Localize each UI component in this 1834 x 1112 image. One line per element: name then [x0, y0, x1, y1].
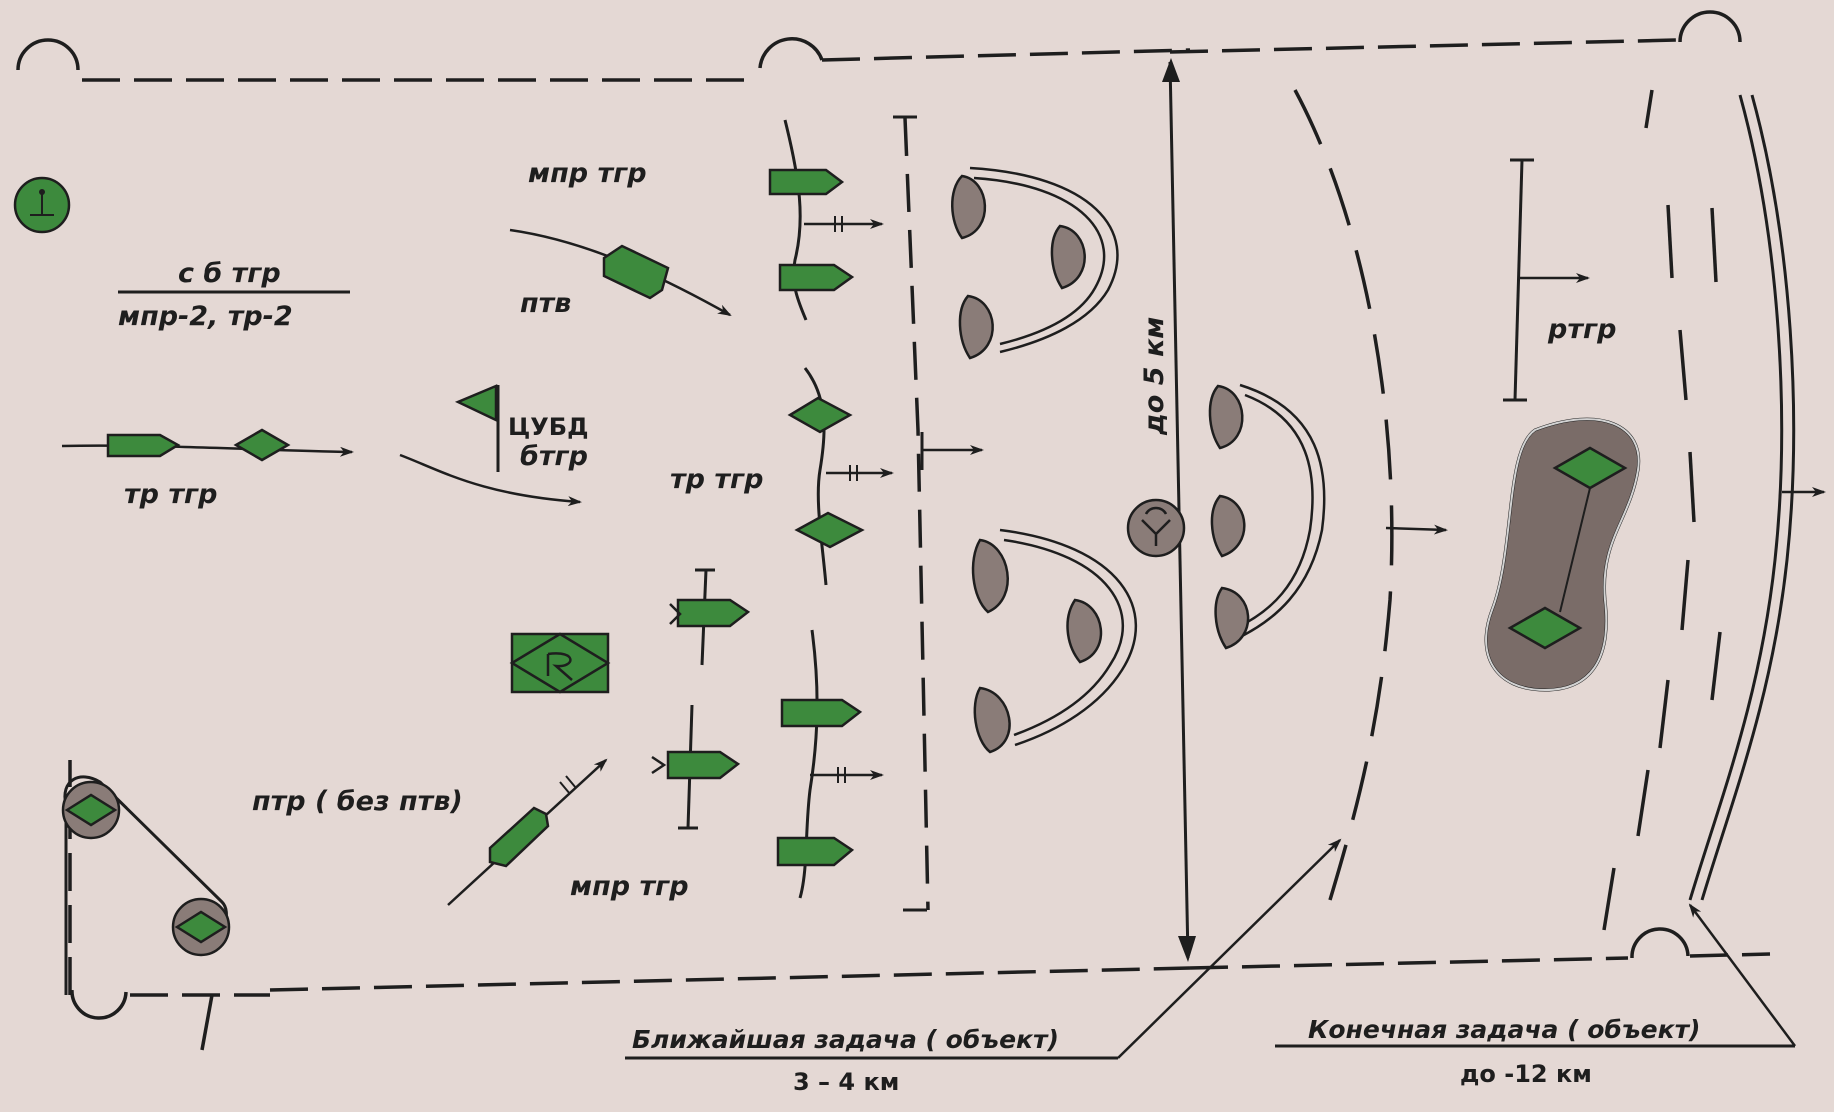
target-diamond-icon-2 [1507, 606, 1583, 650]
label-ptv: птв [520, 288, 571, 319]
enemy-command-post-icon [1126, 498, 1186, 558]
label-near-task-distance: 3 – 4 км [793, 1068, 899, 1096]
mech-unit-icon-5 [780, 698, 863, 728]
enemy-position-icon [1214, 586, 1250, 650]
label-ptr-bez-ptv: птр ( без птв) [252, 786, 463, 817]
label-tsubd: ЦУБД [508, 413, 588, 441]
reserve-box-icon [509, 632, 611, 694]
final-objective-area [1484, 417, 1641, 692]
label-final-task-distance: до -12 км [1460, 1060, 1592, 1088]
atgm-unit-icon [602, 244, 670, 300]
tank-unit-icon [106, 433, 181, 458]
rtgr-symbol [1503, 158, 1590, 402]
enemy-position-icon [1210, 494, 1246, 558]
line-of-attack [893, 115, 984, 912]
forward-detachment-arrow [399, 384, 582, 507]
command-post-icon [13, 176, 71, 234]
label-mpr2-tr2: мпр-2, тр-2 [118, 301, 293, 332]
reserve-small-units [651, 568, 751, 830]
label-mpr-tgr-top: мпр тгр [528, 158, 647, 189]
ptr-column [447, 758, 608, 906]
near-objective-line [1293, 89, 1448, 901]
label-rtgr: ртгр [1547, 314, 1616, 345]
enemy-position-icon [951, 174, 987, 240]
label-near-task: Ближайшая задача ( объект) [632, 1025, 1059, 1054]
label-tr-tgr-left: тр тгр [124, 479, 217, 510]
regrouping-unit-1 [61, 780, 121, 840]
tank-diamond-icon-1 [787, 396, 853, 434]
mech-unit-icon-3 [676, 598, 751, 628]
enemy-position-icon [958, 294, 994, 360]
enemy-first-echelon-lower [971, 528, 1138, 754]
right-sector-boundary [1169, 10, 1771, 970]
tr-tgr-column [61, 428, 354, 462]
enemy-position-icon [973, 686, 1011, 754]
flag-icon [454, 384, 498, 422]
label-tr-tgr-mid: тр тгр [670, 464, 763, 495]
tank-unit-diamond-icon [233, 428, 291, 462]
mech-unit-icon-2 [778, 263, 855, 292]
tr-tgr-middle-cluster [787, 367, 894, 586]
ptv-column [509, 228, 732, 317]
mech-unit-icon [768, 168, 845, 196]
enemy-second-echelon [1208, 383, 1326, 650]
label-final-task: Конечная задача ( объект) [1308, 1015, 1700, 1044]
target-diamond-icon-1 [1552, 446, 1628, 490]
enemy-position-icon [1066, 598, 1103, 664]
atgm-unit-icon-2 [488, 806, 550, 868]
enemy-position-icon [1208, 384, 1244, 450]
label-mpr-tgr-bottom: мпр тгр [570, 871, 689, 902]
mech-unit-icon-4 [666, 750, 741, 780]
final-objective-defense-lines [1602, 89, 1826, 931]
label-do-5-km: до 5 км [1139, 317, 1170, 436]
enemy-first-echelon-upper [951, 166, 1119, 360]
left-sector-boundary [16, 37, 1191, 1051]
enemy-position-icon [971, 538, 1009, 614]
label-sb-tgr: с б тгр [178, 258, 281, 289]
enemy-position-icon [1050, 224, 1086, 290]
mpr-tgr-lower-cluster [776, 629, 884, 899]
mpr-tgr-upper-cluster [768, 119, 884, 321]
label-btgr: бтгр [520, 441, 588, 472]
mech-unit-icon-6 [776, 836, 855, 867]
regrouping-unit-2 [171, 897, 231, 957]
tank-diamond-icon-2 [794, 511, 865, 549]
